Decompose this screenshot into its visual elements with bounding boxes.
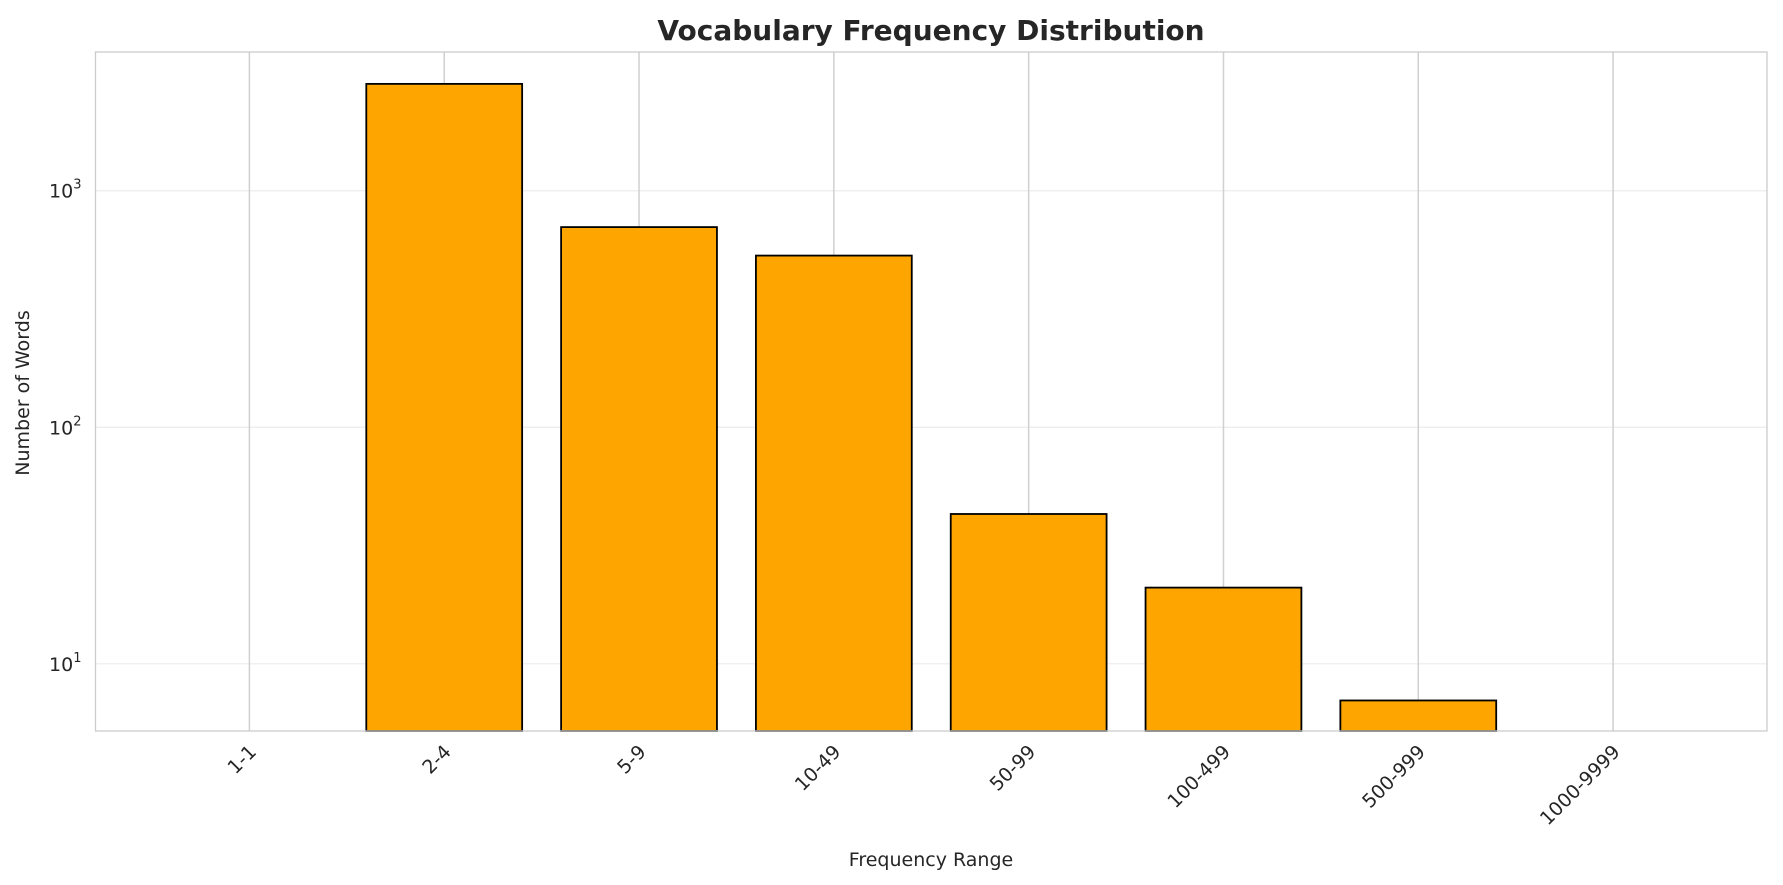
x-tick-label: 1000-9999: [1536, 741, 1625, 830]
bar-2-4: [365, 82, 524, 732]
chart-title: Vocabulary Frequency Distribution: [657, 14, 1204, 47]
x-tick-label: 50-99: [986, 741, 1041, 796]
y-tick-label: 101: [49, 651, 81, 676]
bars: [365, 82, 1498, 732]
y-tick-label: 103: [49, 178, 81, 203]
x-tick-label: 2-4: [418, 741, 456, 779]
x-tick-label: 500-999: [1358, 741, 1430, 813]
y-axis-label: Number of Words: [12, 310, 34, 475]
x-tick-label: 10-49: [791, 741, 846, 796]
bar-10-49: [755, 254, 913, 732]
x-tick-label: 100-499: [1163, 741, 1235, 813]
bar-100-499: [1144, 586, 1303, 732]
bar-5-9: [560, 226, 718, 732]
y-tick-label: 102: [49, 414, 81, 439]
y-ticks: 101 102 103: [49, 178, 81, 676]
grid: [95, 52, 1767, 731]
bar-500-999: [1339, 699, 1498, 732]
plot-frame: [94, 51, 1768, 732]
x-tick-label: 5-9: [613, 741, 651, 779]
x-axis-label: Frequency Range: [849, 849, 1013, 871]
x-ticks: 1-1 2-4 5-9 10-49 50-99 100-499 500-999 1000-99…: [223, 741, 1624, 830]
x-tick-label: 1-1: [223, 741, 261, 779]
bar-50-99: [949, 513, 1108, 732]
